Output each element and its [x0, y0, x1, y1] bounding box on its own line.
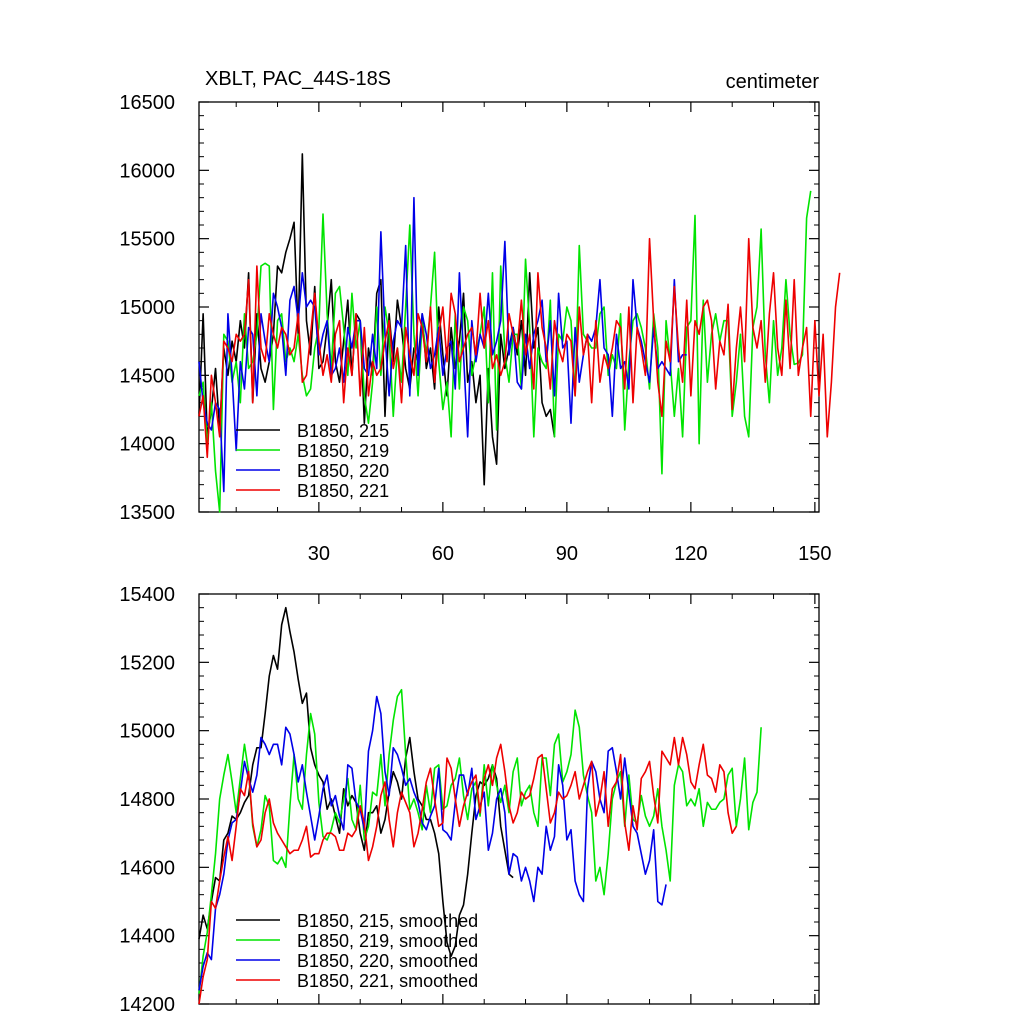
- bottom-y-tick-label: 14400: [119, 926, 175, 948]
- bottom-legend-label-2: B1850, 219, smoothed: [297, 931, 478, 951]
- top-series-line-1: [198, 153, 556, 486]
- bottom-y-tick-label: 14600: [119, 857, 175, 879]
- top-y-tick-label: 13500: [119, 502, 175, 524]
- top-plot-frame: [198, 101, 820, 513]
- bottom-y-tick-label: 15200: [119, 652, 175, 674]
- top-x-tick-label: 150: [798, 543, 831, 565]
- bottom-y-tick-label: 15000: [119, 721, 175, 743]
- top-axes: 13500 14000 14500 15000 15500 16000 16500 30 60 9…: [119, 92, 831, 565]
- top-y-tick-label: 16500: [119, 92, 175, 114]
- top-chart-units: centimeter: [726, 71, 820, 93]
- top-x-tick-label: 30: [308, 543, 330, 565]
- top-y-tick-label: 15500: [119, 229, 175, 251]
- top-y-tick-label: 14500: [119, 365, 175, 387]
- bottom-legend-label-3: B1850, 220, smoothed: [297, 951, 478, 971]
- top-legend-label-2: B1850, 219: [297, 441, 389, 461]
- bottom-y-tick-label: 14800: [119, 789, 175, 811]
- bottom-series-line-3: [198, 695, 667, 991]
- bottom-legend-label-4: B1850, 221, smoothed: [297, 971, 478, 991]
- top-x-tick-label: 120: [674, 543, 707, 565]
- top-legend-label-3: B1850, 220: [297, 461, 389, 481]
- bottom-series-group: [198, 606, 762, 1005]
- top-x-tick-label: 90: [556, 543, 578, 565]
- bottom-y-tick-label: 14200: [119, 994, 175, 1016]
- top-legend-label-1: B1850, 215: [297, 421, 389, 441]
- top-series-group: [198, 153, 841, 513]
- bottom-legend-label-1: B1850, 215, smoothed: [297, 911, 478, 931]
- bottom-y-tick-label: 15400: [119, 584, 175, 606]
- top-y-tick-label: 16000: [119, 160, 175, 182]
- bottom-axes: 14200 14400 14600 14800 15000 15200 15400: [119, 584, 819, 1016]
- bottom-series-line-2: [198, 688, 762, 994]
- top-legend-label-4: B1850, 221: [297, 481, 389, 501]
- top-x-tick-label: 60: [432, 543, 454, 565]
- bottom-series-line-4: [198, 736, 738, 1005]
- top-y-tick-label: 15000: [119, 297, 175, 319]
- top-series-line-3: [198, 196, 687, 493]
- top-y-tick-label: 14000: [119, 434, 175, 456]
- top-chart-title: XBLT, PAC_44S-18S: [205, 68, 391, 90]
- bottom-panel: 14200 14400 14600 14800 15000 15200 15400 B185…: [119, 584, 820, 1016]
- top-panel: XBLT, PAC_44S-18S centimeter 13500140001…: [119, 68, 841, 565]
- top-series-line-4: [198, 237, 841, 459]
